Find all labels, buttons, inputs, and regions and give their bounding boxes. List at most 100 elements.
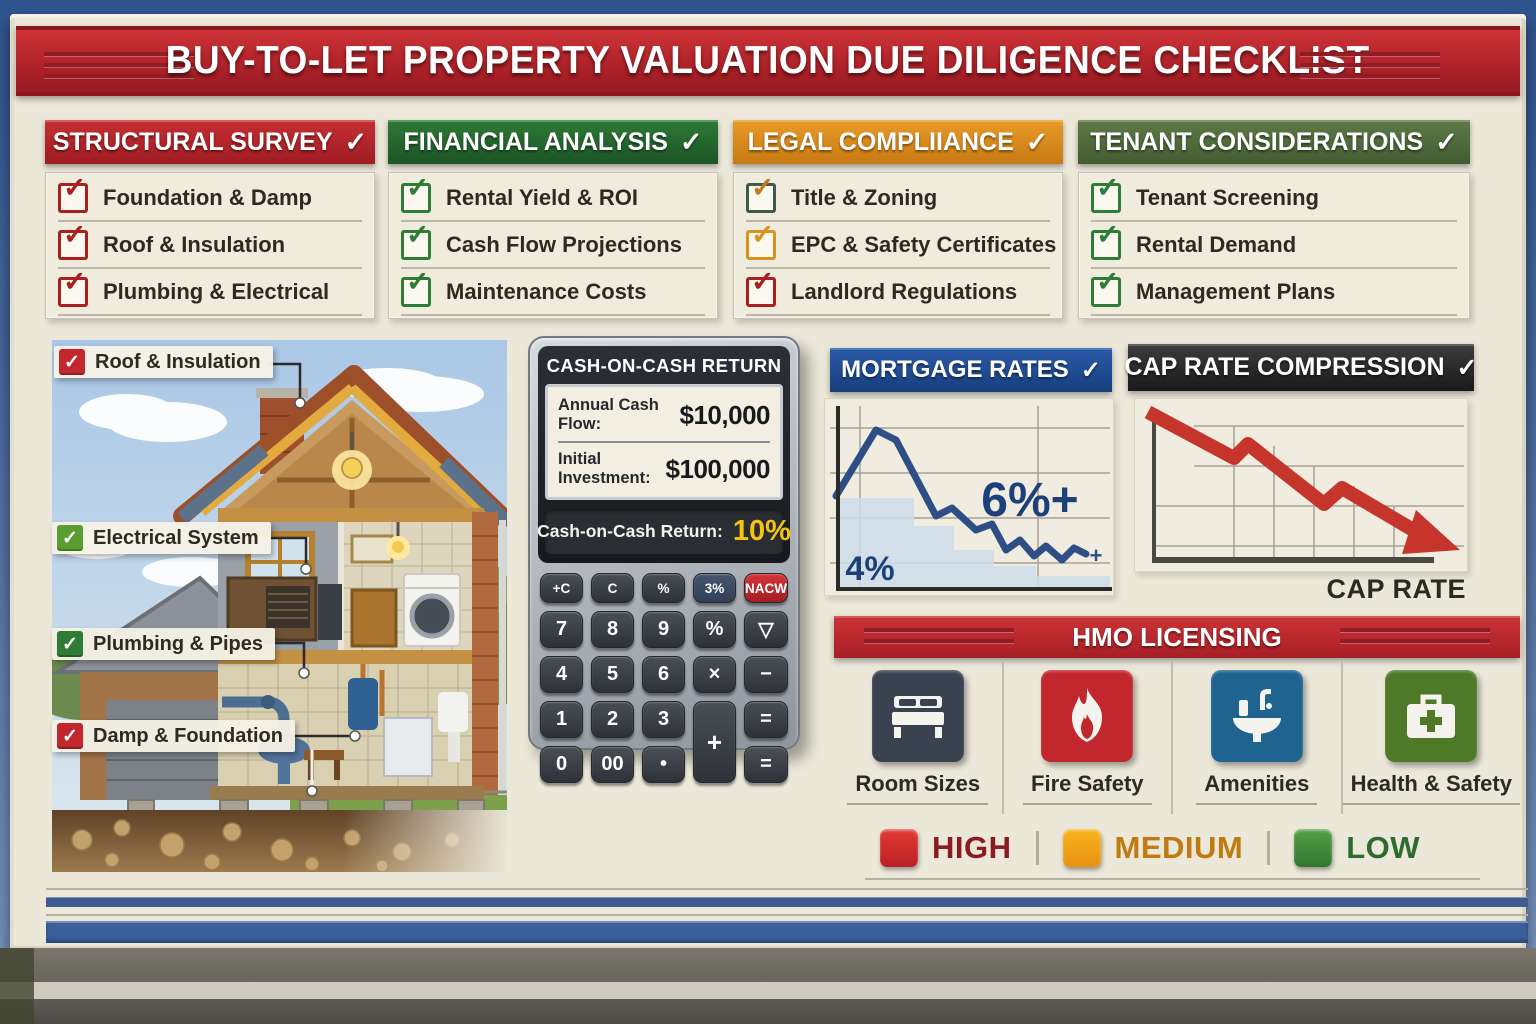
legend-label: HIGH xyxy=(932,830,1012,865)
check-item: ✓ Foundation & Damp xyxy=(58,173,362,222)
checkbox-icon: ✓ xyxy=(401,267,431,307)
road-marking xyxy=(0,982,1536,999)
legend-label: LOW xyxy=(1346,830,1421,865)
hmo-cell-health-safety: Health & Safety xyxy=(1340,662,1520,814)
result-value: 10% xyxy=(732,515,791,547)
legend-divider xyxy=(1035,831,1039,865)
calc-key: − xyxy=(744,656,788,693)
calc-key: • xyxy=(642,746,685,783)
legend-label: MEDIUM xyxy=(1114,830,1244,865)
first-aid-icon xyxy=(1385,670,1478,762)
hmo-tile-label: Amenities xyxy=(1196,771,1318,805)
banner-decor-right xyxy=(1340,628,1490,643)
calculator-keypad: +C C % 3% NACW 7 8 9 % ▽ 4 5 6 × − 1 2 3… xyxy=(538,573,790,783)
calc-key: 0 xyxy=(540,746,583,783)
hmo-licensing-banner: HMO LICENSING xyxy=(834,616,1520,658)
house-label-text: Electrical System xyxy=(93,526,259,549)
banner-decor-right xyxy=(1300,52,1440,78)
column-items: ✓ Foundation & Damp ✓ Roof & Insulation ✓ P… xyxy=(45,172,375,319)
result-label: Cash-on-Cash Return: xyxy=(537,521,723,541)
hmo-cell-amenities: Amenities xyxy=(1171,662,1341,814)
checkmark-icon: ✓ xyxy=(1456,353,1478,382)
calc-key: 2 xyxy=(591,701,634,738)
column-header-label: STRUCTURAL SURVEY xyxy=(52,127,333,156)
house-label-electrical: ✓ Electrical System xyxy=(52,522,271,554)
column-header: FINANCIAL ANALYSIS ✓ xyxy=(388,120,718,164)
column-header-label: TENANT CONSIDERATIONS xyxy=(1090,127,1424,156)
bottom-stripe-thin xyxy=(46,897,1528,907)
medium-swatch-icon xyxy=(1062,829,1101,867)
column-items: ✓ Title & Zoning ✓ EPC & Safety Certificat… xyxy=(733,172,1063,319)
high-swatch-icon xyxy=(880,829,918,867)
check-item: ✓ Rental Yield & ROI xyxy=(401,173,705,222)
column-tenant-considerations: TENANT CONSIDERATIONS ✓ ✓ Tenant Screenin… xyxy=(1078,120,1470,319)
cap-rate-axis-label: CAP RATE xyxy=(1326,574,1466,604)
check-item-label: Foundation & Damp xyxy=(103,184,312,210)
hmo-cell-fire-safety: Fire Safety xyxy=(1001,662,1172,814)
calc-key: 9 xyxy=(642,611,685,648)
mortgage-rates-chart: + 6%+ 4% xyxy=(824,398,1114,596)
house-label-text: Roof & Insulation xyxy=(95,350,261,373)
house-label-text: Damp & Foundation xyxy=(93,724,283,747)
calc-key: 7 xyxy=(540,611,583,648)
mortgage-rates-banner: MORTGAGE RATES ✓ xyxy=(830,348,1112,392)
column-legal-compliance: LEGAL COMPLIIANCE ✓ ✓ Title & Zoning ✓ EPC… xyxy=(733,120,1063,319)
low-swatch-icon xyxy=(1294,829,1333,867)
checkbox-icon: ✓ xyxy=(746,173,776,213)
sink-icon xyxy=(1210,670,1303,762)
cap-rate-arrow-chart xyxy=(1144,405,1464,563)
checkbox-icon: ✓ xyxy=(401,173,431,213)
checkmark-icon: ✓ xyxy=(1025,126,1049,157)
flame-icon xyxy=(1041,670,1134,762)
hmo-tiles-row: Room Sizes Fire Safety xyxy=(834,662,1520,814)
calculator-result-bar: Cash-on-Cash Return: 10% xyxy=(537,509,791,554)
display-row: Annual Cash Flow: $10,000 xyxy=(558,389,771,441)
house-label-roof: ✓ Roof & Insulation xyxy=(54,346,273,378)
check-item: ✓ Roof & Insulation xyxy=(58,220,362,269)
hmo-tile-label: Health & Safety xyxy=(1342,771,1520,805)
hmo-tile-label: Fire Safety xyxy=(1023,771,1152,805)
display-row: Initial Investment: $100,000 xyxy=(558,441,771,495)
title-banner: BUY-TO-LET PROPERTY VALUATION DUE DILIGE… xyxy=(16,26,1520,96)
check-item-label: Tenant Screening xyxy=(1136,184,1319,210)
bottom-stripe-thick xyxy=(46,921,1528,943)
display-row-value: $10,000 xyxy=(679,399,771,430)
hmo-banner-label: HMO LICENSING xyxy=(1072,621,1282,652)
check-item: ✓ Maintenance Costs xyxy=(401,267,705,316)
house-label-plumbing: ✓ Plumbing & Pipes xyxy=(52,628,276,660)
column-header: TENANT CONSIDERATIONS ✓ xyxy=(1078,120,1470,164)
check-item-label: Maintenance Costs xyxy=(446,278,647,304)
display-row-label: Annual Cash Flow: xyxy=(558,396,659,433)
bed-icon xyxy=(871,670,964,762)
calculator-bezel: CASH-ON-CASH RETURN Annual Cash Flow: $1… xyxy=(537,346,791,563)
column-header: STRUCTURAL SURVEY ✓ xyxy=(45,120,375,164)
checkmark-icon: ✓ xyxy=(679,126,703,157)
calc-key: % xyxy=(693,611,736,648)
calc-key: % xyxy=(642,573,685,603)
calc-key: ▽ xyxy=(744,611,788,648)
calc-key: +C xyxy=(540,573,583,603)
check-item-label: Plumbing & Electrical xyxy=(103,278,330,304)
calc-key: 00 xyxy=(591,746,634,783)
checkmark-icon: ✓ xyxy=(1435,126,1458,157)
calculator-title: CASH-ON-CASH RETURN xyxy=(546,355,782,376)
calc-key: 8 xyxy=(591,611,634,648)
road xyxy=(0,948,1536,1024)
house-illustration xyxy=(52,340,507,872)
cap-rate-banner: CAP RATE COMPRESSION ✓ xyxy=(1124,344,1477,391)
check-item: ✓ EPC & Safety Certificates xyxy=(746,220,1056,269)
house-label-damp: ✓ Damp & Foundation xyxy=(52,720,295,752)
calc-key: × xyxy=(693,656,736,693)
page-title: BUY-TO-LET PROPERTY VALUATION DUE DILIGE… xyxy=(166,39,1370,82)
checkmark-icon: ✓ xyxy=(344,126,368,157)
banner-decor-left xyxy=(44,52,194,78)
checkbox-icon: ✓ xyxy=(1091,220,1121,260)
calc-key: 3% xyxy=(693,573,736,603)
legend-item-medium: MEDIUM xyxy=(1062,829,1244,867)
column-financial-analysis: FINANCIAL ANALYSIS ✓ ✓ Rental Yield & ROI… xyxy=(388,120,718,319)
banner-decor-left xyxy=(864,628,1014,643)
divider-line xyxy=(46,888,1528,890)
check-item-label: Title & Zoning xyxy=(791,184,938,210)
cap-banner-label: CAP RATE COMPRESSION xyxy=(1124,353,1445,381)
